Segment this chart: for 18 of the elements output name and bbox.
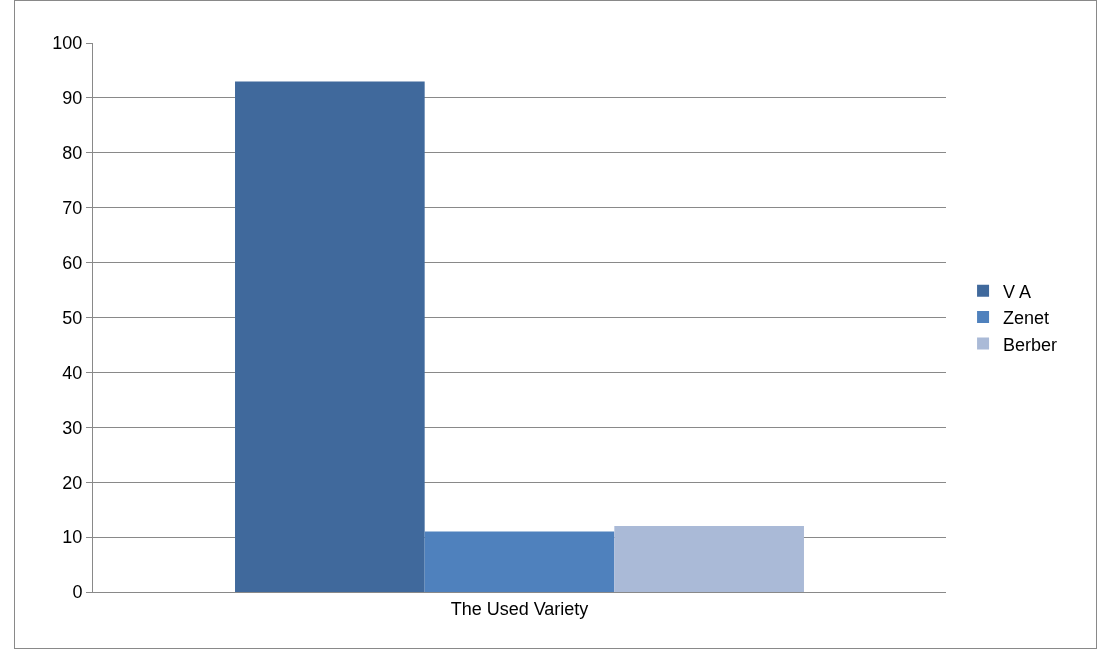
bar xyxy=(235,81,425,592)
y-tick-label: 60 xyxy=(62,252,83,273)
y-tick-label: 100 xyxy=(52,33,83,54)
legend-label: Berber xyxy=(1003,334,1058,355)
y-tick-label: 40 xyxy=(62,362,83,383)
y-tick-label: 20 xyxy=(62,472,83,493)
x-tick-label: The Used Variety xyxy=(450,598,589,619)
bar xyxy=(424,531,615,592)
legend-label: V A xyxy=(1003,281,1032,302)
y-tick-label: 10 xyxy=(62,527,83,548)
y-tick-label: 80 xyxy=(62,143,83,164)
y-tick-label: 0 xyxy=(72,582,83,603)
bar xyxy=(614,526,804,592)
y-tick-label: 90 xyxy=(62,88,83,109)
legend-label: Zenet xyxy=(1003,308,1050,329)
y-tick-label: 70 xyxy=(62,198,83,218)
y-tick-label: 30 xyxy=(62,417,83,438)
y-tick-label: 50 xyxy=(62,307,83,328)
